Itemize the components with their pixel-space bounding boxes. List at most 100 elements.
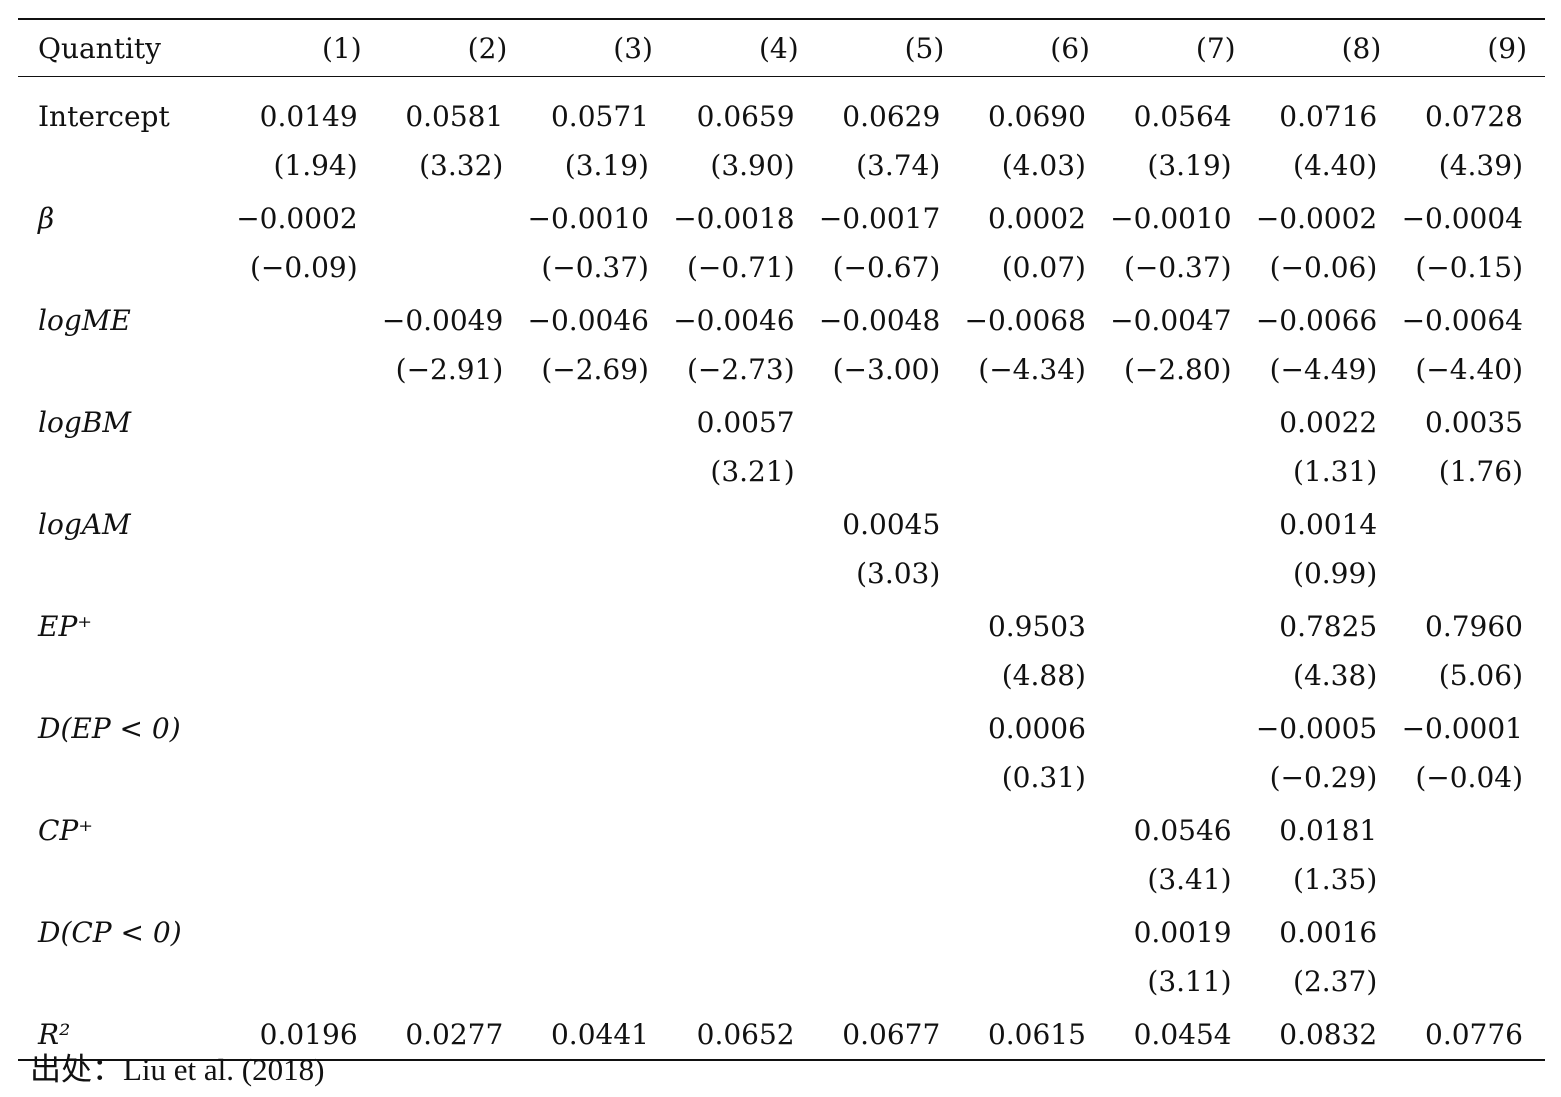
t-statistic-cell	[962, 855, 1108, 903]
coefficient-row: CP⁺ 0.0546 0.0181	[18, 801, 1545, 855]
coefficient-cell: 0.7960	[1425, 609, 1523, 643]
coefficient-cell: −0.0066	[1255, 303, 1378, 337]
coefficient-cell	[962, 393, 1108, 447]
header-row: Quantity (1) (2) (3) (4) (5) (6) (7) (8) (9)	[18, 20, 1545, 76]
coefficient-cell: 0.0014	[1279, 507, 1378, 541]
t-statistic-cell	[817, 753, 963, 801]
t-statistic-cell	[380, 855, 526, 903]
coefficient-row: β −0.0002 −0.0010 −0.0018 −0.0017 0.0002 −0.00…	[18, 189, 1545, 243]
t-statistic-cell	[380, 549, 526, 597]
t-statistic-cell	[817, 855, 963, 903]
column-header-2: (2)	[467, 31, 508, 65]
r-squared-cell: 0.0652	[696, 1017, 795, 1051]
coefficient-cell: 0.0716	[1279, 99, 1378, 133]
coefficient-row: Intercept 0.0149 0.0581 0.0571 0.0659 0.0629 0…	[18, 87, 1545, 141]
column-header-4: (4)	[758, 31, 799, 65]
t-statistic-cell: (2.37)	[1293, 964, 1378, 998]
t-statistic-cell: (3.03)	[856, 556, 941, 590]
t-statistic-cell: (−2.80)	[1123, 352, 1232, 386]
coefficient-cell: 0.0728	[1425, 99, 1523, 133]
column-header-8: (8)	[1341, 31, 1382, 65]
row-label-blank	[18, 141, 234, 189]
coefficient-cell: 0.0181	[1279, 813, 1378, 847]
t-statistic-cell	[525, 855, 671, 903]
coefficient-cell: 0.0564	[1133, 99, 1232, 133]
column-header-9: (9)	[1487, 31, 1527, 65]
r-squared-cell: 0.0776	[1425, 1017, 1523, 1051]
t-statistic-cell	[817, 447, 963, 495]
t-statistic-cell: (1.94)	[273, 148, 358, 182]
row-spacer	[18, 77, 1545, 87]
t-statistic-cell	[1399, 549, 1545, 597]
coefficient-cell	[817, 903, 963, 957]
t-statistic-cell: (−4.49)	[1269, 352, 1378, 386]
t-statistic-cell: (3.90)	[710, 148, 795, 182]
coefficient-cell	[1108, 597, 1254, 651]
source-note: 出处：Liu et al. (2018)	[30, 1052, 325, 1087]
coefficient-cell: 0.0057	[696, 405, 795, 439]
t-statistic-cell	[525, 549, 671, 597]
r-squared-cell: 0.0277	[405, 1017, 504, 1051]
t-statistic-cell: (3.19)	[564, 148, 649, 182]
t-statistic-cell: (0.07)	[1001, 250, 1086, 284]
t-statistic-cell: (−0.67)	[832, 250, 941, 284]
bottom-rule	[18, 1059, 1545, 1061]
t-statistic-cell: (4.88)	[1001, 658, 1086, 692]
coefficient-cell	[817, 699, 963, 753]
coefficient-cell: 0.0006	[987, 711, 1086, 745]
t-statistic-cell	[1108, 549, 1254, 597]
t-statistic-cell	[671, 651, 817, 699]
t-statistic-cell: (5.06)	[1438, 658, 1523, 692]
coefficient-cell	[380, 189, 526, 243]
row-label: EP⁺	[38, 609, 93, 643]
t-statistic-cell	[1108, 753, 1254, 801]
row-label-blank	[18, 345, 234, 393]
r-squared-cell: 0.0196	[259, 1017, 358, 1051]
coefficient-row: logME −0.0049 −0.0046 −0.0046 −0.0048 −0.0068…	[18, 291, 1545, 345]
coefficient-cell: 0.0022	[1279, 405, 1378, 439]
coefficient-cell	[234, 393, 380, 447]
coefficient-cell: −0.0064	[1401, 303, 1523, 337]
t-statistic-cell	[671, 957, 817, 1005]
coefficient-cell	[671, 903, 817, 957]
t-statistic-cell: (3.21)	[710, 454, 795, 488]
t-statistic-cell: (3.11)	[1147, 964, 1232, 998]
coefficient-row: logBM 0.0057 0.0022 0.0035	[18, 393, 1545, 447]
coefficient-cell: 0.0690	[987, 99, 1086, 133]
regression-table-body: Intercept 0.0149 0.0581 0.0571 0.0659 0.0629 0…	[18, 77, 1545, 1059]
coefficient-cell	[525, 903, 671, 957]
t-statistic-cell: (−0.71)	[686, 250, 795, 284]
coefficient-cell	[817, 801, 963, 855]
column-header-6: (6)	[1050, 31, 1090, 65]
t-statistic-cell: (−0.09)	[250, 250, 358, 284]
t-statistic-cell	[525, 651, 671, 699]
t-statistic-cell	[671, 753, 817, 801]
coefficient-cell	[671, 597, 817, 651]
coefficient-cell: −0.0002	[1255, 201, 1378, 235]
coefficient-cell: 0.0016	[1279, 915, 1378, 949]
t-statistic-cell	[234, 549, 380, 597]
coefficient-cell: 0.7825	[1279, 609, 1378, 643]
t-statistic-cell: (−4.40)	[1415, 352, 1523, 386]
coefficient-cell	[962, 903, 1108, 957]
coefficient-cell: 0.0571	[550, 99, 649, 133]
coefficient-cell: 0.0019	[1133, 915, 1232, 949]
coefficient-cell	[234, 291, 380, 345]
coefficient-cell	[234, 597, 380, 651]
t-statistic-cell	[380, 957, 526, 1005]
t-statistic-cell	[234, 957, 380, 1005]
t-statistic-cell: (−4.34)	[978, 352, 1086, 386]
t-statistic-row: (3.11) (2.37)	[18, 957, 1545, 1005]
t-statistic-cell	[962, 447, 1108, 495]
coefficient-cell	[525, 801, 671, 855]
t-statistic-cell	[525, 957, 671, 1005]
coefficient-cell: −0.0017	[818, 201, 941, 235]
row-label: logAM	[38, 507, 131, 541]
t-statistic-cell: (−0.04)	[1415, 760, 1523, 794]
column-header-3: (3)	[613, 31, 653, 65]
column-header-7: (7)	[1195, 31, 1236, 65]
t-statistic-row: (−2.91) (−2.69) (−2.73) (−3.00) (−4.34) (−2.8…	[18, 345, 1545, 393]
t-statistic-row: (3.41) (1.35)	[18, 855, 1545, 903]
t-statistic-cell	[1108, 447, 1254, 495]
row-label: logBM	[38, 405, 131, 439]
